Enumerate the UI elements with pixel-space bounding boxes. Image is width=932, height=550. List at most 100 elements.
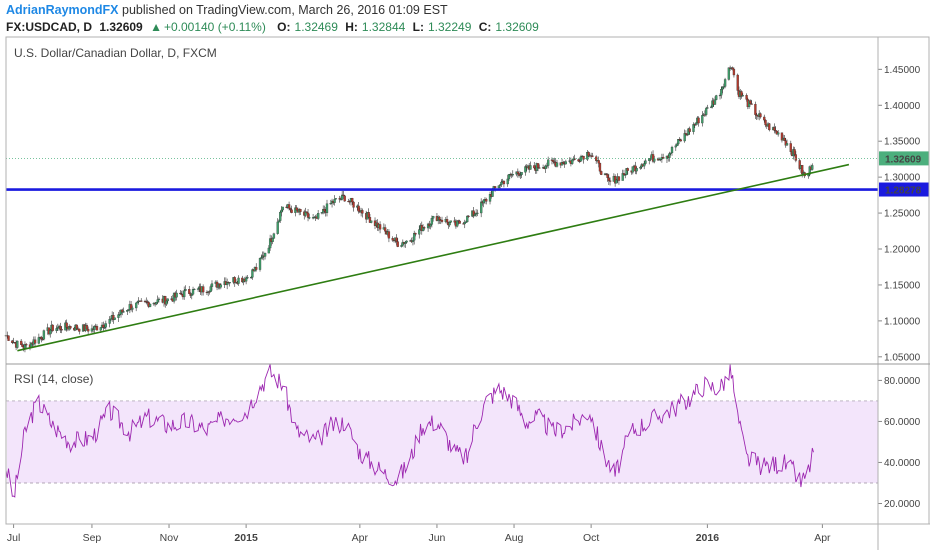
price-tick-label: 1.30000	[884, 173, 921, 184]
time-tick-label: Apr	[814, 532, 831, 544]
candle-body	[334, 198, 337, 200]
rsi-pane[interactable]: RSI (14, close) 80.0000 60.0000 40.0000 20.0…	[5, 364, 921, 510]
candle-body	[209, 286, 212, 292]
candle-body	[40, 337, 43, 340]
candle-body	[188, 289, 191, 294]
candle-body	[299, 209, 302, 212]
candle-body	[626, 168, 629, 171]
publish-header: AdrianRaymondFX published on TradingView…	[6, 3, 448, 17]
candle-body	[7, 335, 10, 341]
candle-body	[606, 174, 609, 178]
time-axis[interactable]: Jul Sep Nov 2015 Apr Jun Aug Oct 2016 Apr	[7, 524, 831, 544]
price-tick-label: 1.20000	[884, 245, 921, 256]
change-value: ▲ +0.00140 (+0.11%)	[150, 20, 270, 34]
candle-body	[267, 247, 271, 254]
candle-body	[423, 227, 426, 229]
candle-body	[679, 139, 683, 142]
trend-line[interactable]	[17, 163, 850, 352]
candle-body	[86, 328, 90, 332]
support-price-marker	[879, 182, 929, 197]
candle-body	[529, 165, 532, 170]
candle-body	[759, 113, 762, 118]
last-price-marker-label: 1.32609	[885, 154, 922, 165]
open-value: 1.32469	[294, 20, 338, 34]
candle-body	[361, 210, 364, 214]
candle-body	[21, 344, 24, 347]
candle-body	[773, 127, 776, 131]
candle-body	[520, 172, 523, 175]
candle-body	[482, 199, 485, 204]
candle-body	[166, 298, 169, 302]
candle-body	[668, 153, 671, 158]
candle-body	[201, 286, 205, 293]
candle-body	[383, 227, 387, 232]
candle-body	[445, 219, 449, 223]
close-value: 1.32609	[495, 20, 539, 34]
candle-body	[491, 189, 494, 197]
candle-body	[148, 303, 152, 307]
candle-body	[49, 330, 52, 335]
candle-body	[56, 327, 59, 329]
candle-body	[117, 314, 120, 318]
candle-body	[280, 209, 283, 213]
candle-body	[414, 232, 417, 235]
candle-body	[670, 146, 674, 154]
time-tick-label: Oct	[583, 532, 599, 544]
candle-body	[246, 277, 249, 279]
candle-body	[184, 289, 187, 291]
candle-body	[463, 221, 466, 225]
candle-body	[304, 211, 307, 216]
candle-body	[343, 195, 346, 202]
candle-body	[135, 302, 138, 309]
candle-body	[305, 211, 308, 214]
candle-body	[60, 329, 63, 331]
candle-body	[51, 324, 54, 331]
candle-body	[237, 277, 240, 284]
candle-body	[320, 212, 324, 214]
author-link[interactable]: AdrianRaymondFX	[6, 3, 119, 17]
rsi-line	[5, 364, 814, 498]
candle-body	[395, 237, 398, 242]
candle-body	[25, 344, 28, 346]
candle-body	[692, 124, 695, 132]
candle-body	[112, 315, 115, 320]
candle-body	[624, 174, 627, 176]
price-tick-label: 1.40000	[884, 101, 921, 112]
candle-body	[639, 166, 642, 169]
last-price-marker	[879, 151, 929, 166]
candle-body	[228, 282, 231, 284]
candle-body	[287, 204, 291, 209]
candle-body	[281, 206, 284, 211]
candle-body	[251, 269, 254, 278]
candle-body	[325, 203, 329, 214]
candle-body	[113, 317, 116, 320]
candle-body	[430, 218, 434, 225]
candle-body	[635, 168, 638, 172]
candle-body	[774, 130, 777, 132]
candle-body	[210, 283, 214, 287]
candle-body	[244, 277, 248, 282]
candle-body	[219, 284, 222, 288]
candle-body	[448, 222, 451, 226]
candle-body	[233, 277, 236, 283]
candle-body	[432, 216, 435, 219]
candle-body	[533, 165, 536, 169]
candle-body	[745, 95, 748, 100]
candle-body	[674, 145, 677, 148]
candle-body	[93, 325, 96, 330]
candle-body	[506, 178, 509, 185]
high-label: H:	[345, 20, 358, 34]
candle-body	[688, 128, 691, 132]
candle-body	[591, 155, 594, 157]
price-pane[interactable]: U.S. Dollar/Canadian Dollar, D, FXCM 1.45…	[4, 46, 929, 363]
candle-body	[600, 171, 603, 175]
high-value: 1.32844	[361, 20, 406, 34]
candle-body	[731, 67, 734, 70]
price-tick-label: 1.10000	[884, 316, 921, 327]
candle-body	[720, 89, 723, 96]
candle-body	[411, 240, 415, 243]
open-label: O:	[277, 20, 291, 34]
close-label: C:	[478, 20, 492, 34]
rsi-tick-label: 20.0000	[884, 499, 921, 510]
